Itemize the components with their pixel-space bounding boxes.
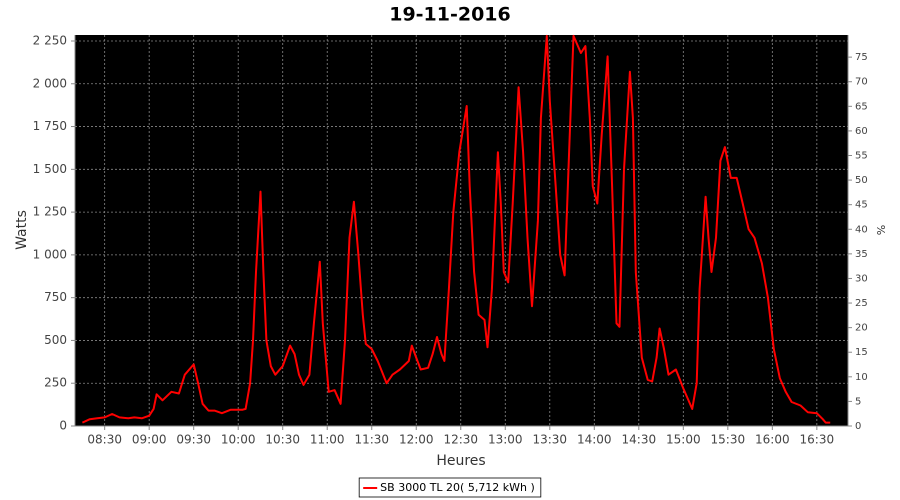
x-axis-label: Heures: [436, 453, 485, 469]
y2-tick-label: 40: [855, 224, 868, 235]
x-tick-label: 14:00: [577, 433, 612, 447]
x-tick-label: 13:00: [488, 433, 523, 447]
y-axis-label: Watts: [14, 210, 30, 250]
y2-tick-label: 65: [855, 101, 868, 112]
y-tick-label: 500: [44, 333, 67, 347]
y2-tick-label: 75: [855, 52, 868, 63]
x-tick-label: 10:30: [265, 433, 300, 447]
x-tick-label: 14:30: [622, 433, 657, 447]
y2-tick-label: 10: [855, 372, 868, 383]
y2-tick-label: 30: [855, 273, 868, 284]
x-tick-label: 08:30: [87, 433, 122, 447]
y-tick-label: 750: [44, 290, 67, 304]
y2-tick-label: 25: [855, 298, 868, 309]
plot-background: [75, 35, 848, 426]
y2-tick-label: 35: [855, 249, 868, 260]
x-tick-label: 09:30: [176, 433, 211, 447]
y2-tick-label: 5: [855, 396, 861, 407]
y-tick-label: 2 250: [33, 33, 67, 47]
y-tick-label: 1 250: [33, 205, 67, 219]
x-tick-label: 15:00: [666, 433, 701, 447]
y2-axis-label: %: [875, 225, 888, 235]
y-tick-label: 1 750: [33, 119, 67, 133]
x-tick-label: 12:30: [443, 433, 478, 447]
chart-title: 19-11-2016: [389, 4, 511, 26]
x-tick-label: 16:00: [755, 433, 790, 447]
y2-tick-label: 20: [855, 323, 868, 334]
y-tick-label: 2 000: [33, 76, 67, 90]
x-tick-label: 11:00: [310, 433, 345, 447]
x-tick-label: 13:30: [532, 433, 567, 447]
y2-tick-label: 70: [855, 77, 868, 88]
y-tick-label: 1 000: [33, 247, 67, 261]
x-tick-label: 10:00: [221, 433, 256, 447]
y-tick-label: 250: [44, 376, 67, 390]
y2-tick-label: 60: [855, 126, 868, 137]
y2-tick-label: 55: [855, 150, 868, 161]
x-tick-label: 12:00: [399, 433, 434, 447]
y2-tick-label: 15: [855, 347, 868, 358]
y2-tick-label: 45: [855, 200, 868, 211]
x-tick-label: 15:30: [711, 433, 746, 447]
x-tick-label: 16:30: [800, 433, 835, 447]
y2-tick-label: 50: [855, 175, 868, 186]
y-tick-label: 0: [59, 419, 67, 433]
x-tick-label: 11:30: [354, 433, 389, 447]
legend-label: SB 3000 TL 20( 5,712 kWh ): [380, 481, 535, 494]
x-tick-label: 09:00: [132, 433, 167, 447]
data-line: [81, 34, 831, 424]
legend-box: [358, 477, 542, 498]
y2-tick-label: 0: [855, 421, 861, 432]
y-tick-label: 1 500: [33, 162, 67, 176]
